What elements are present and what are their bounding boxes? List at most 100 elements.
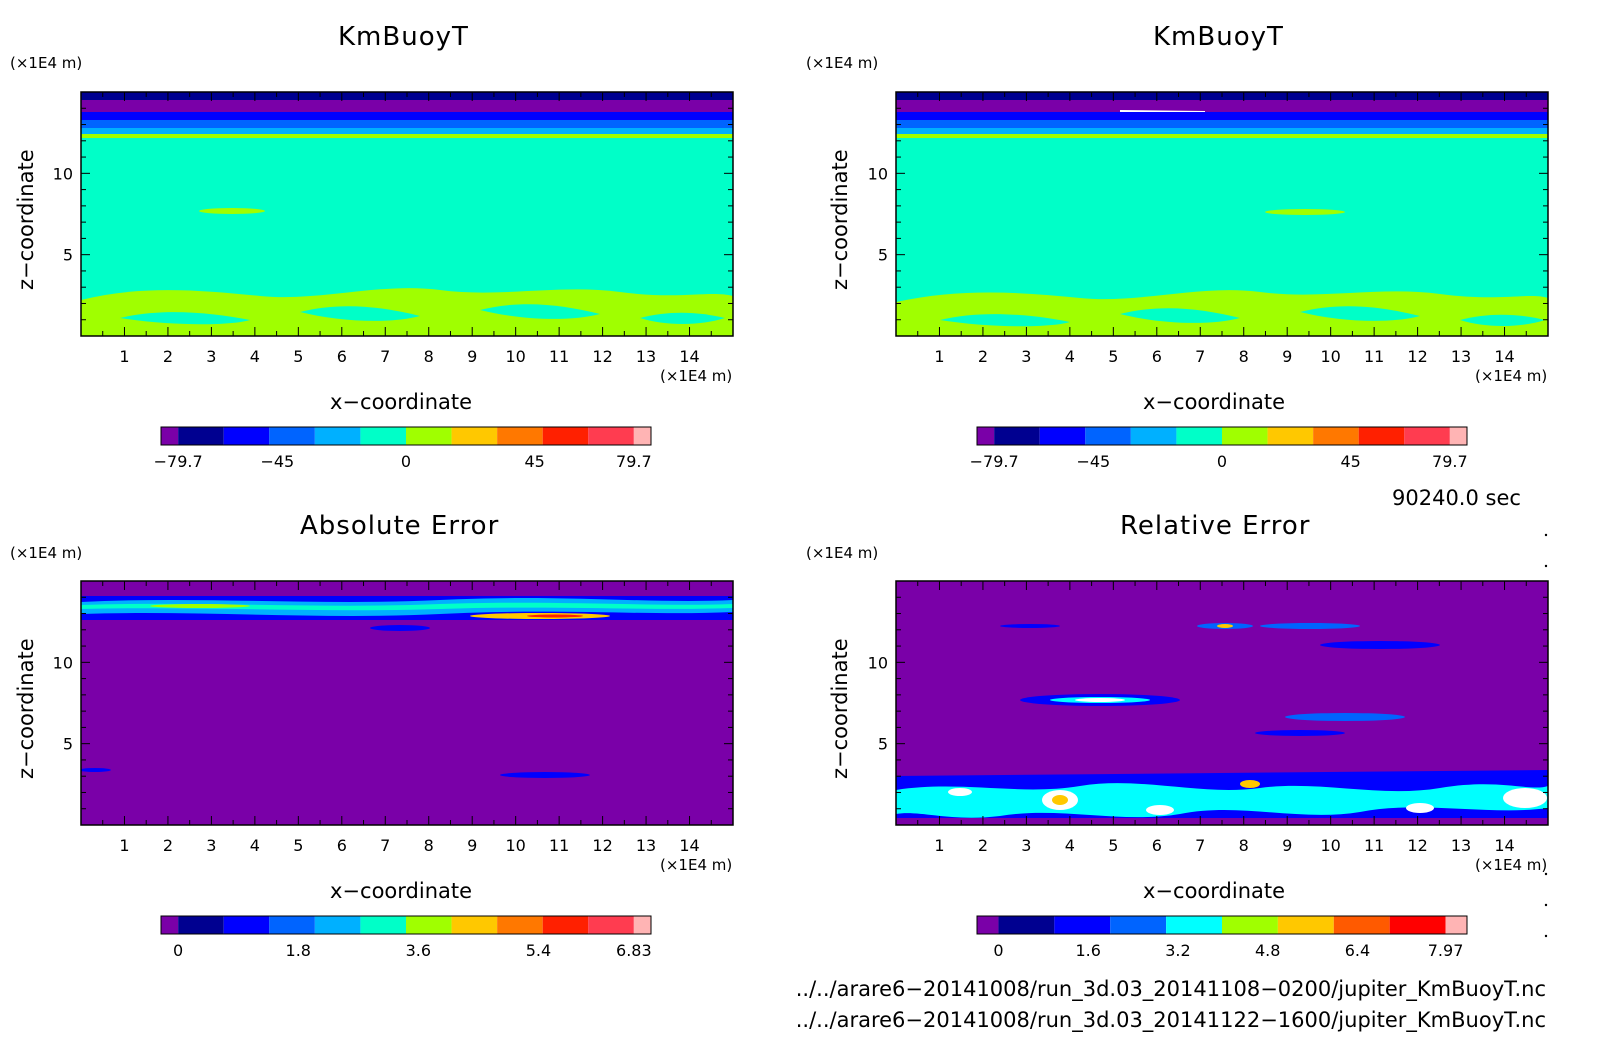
x-tick-label: 12	[1407, 347, 1427, 366]
colorbar: −79.7 −45 0 45 79.7	[154, 426, 652, 471]
colorbar-label: 45	[524, 452, 544, 471]
colorbar-swatch	[406, 916, 452, 934]
lower-turbulence	[81, 288, 733, 336]
colorbar-swatch	[497, 916, 543, 934]
colorbar-swatch	[1176, 427, 1222, 445]
top-band-purple	[81, 100, 733, 112]
mid-patch	[1265, 209, 1345, 215]
x-tick-label: 2	[978, 347, 988, 366]
white-streak	[1119, 110, 1206, 113]
colorbar-swatch	[1333, 916, 1390, 934]
colorbar-label: 79.7	[616, 452, 652, 471]
colorbar-swatch	[406, 427, 452, 445]
x-tick-label: 8	[424, 347, 434, 366]
colorbar-swatch	[497, 427, 543, 445]
x-tick-label: 5	[293, 347, 303, 366]
x-tick-label: 10	[1320, 347, 1340, 366]
lower-eddy	[480, 304, 600, 319]
colorbar-swatch	[542, 427, 589, 445]
colorbar-label: −79.7	[970, 452, 1019, 471]
x-tick-label: 4	[250, 836, 260, 855]
top-band-green	[896, 134, 1548, 138]
colorbar-swatch	[269, 427, 315, 445]
x-tick-label: 7	[380, 347, 390, 366]
colorbar-swatch	[269, 916, 315, 934]
x-tick-label: 4	[1065, 836, 1075, 855]
y-tick-label: 5	[63, 246, 73, 265]
x-tick-label: 8	[424, 836, 434, 855]
colorbar-swatch	[451, 916, 498, 934]
x-tick-label: 10	[1320, 836, 1340, 855]
lower-turbulence	[896, 290, 1548, 336]
x-unit-label: (×1E4 m)	[1475, 367, 1548, 385]
error-hotspot	[1146, 805, 1174, 815]
x-tick-label: 9	[1282, 836, 1292, 855]
x-axis-label: x−coordinate	[330, 879, 473, 903]
top-band-blue	[81, 112, 733, 120]
x-unit-label: (×1E4 m)	[660, 856, 733, 874]
y-tick-label: 5	[878, 246, 888, 265]
panel-relative-error	[896, 581, 1548, 825]
colorbar-swatch	[1039, 427, 1086, 445]
colorbar-swatch	[1130, 427, 1177, 445]
colorbar-swatch	[994, 427, 1040, 445]
colorbar-swatch	[360, 916, 406, 934]
x-tick-label: 8	[1239, 836, 1249, 855]
colorbar-swatch	[1389, 916, 1446, 934]
colorbar-swatch	[1166, 916, 1222, 934]
x-tick-label: 7	[1195, 347, 1205, 366]
colorbar-label: 0	[401, 452, 411, 471]
x-tick-label: 14	[679, 347, 699, 366]
colorbar-swatch	[588, 916, 634, 934]
colorbar-swatch	[314, 916, 361, 934]
x-axis-label: x−coordinate	[1143, 879, 1286, 903]
colorbar-label: 6.4	[1345, 941, 1370, 960]
lower-eddy	[1300, 306, 1420, 321]
x-unit-label: (×1E4 m)	[660, 367, 733, 385]
error-patch	[150, 604, 250, 608]
colorbar-frame	[160, 426, 652, 446]
x-tick-label: 10	[505, 836, 525, 855]
colorbar-label: 79.7	[1432, 452, 1468, 471]
x-tick-label: 12	[592, 347, 612, 366]
colorbar: 0 1.6 3.2 4.8 6.4 7.97	[976, 915, 1468, 960]
time-label: 90240.0 sec	[1392, 486, 1521, 510]
colorbar-label: 1.6	[1075, 941, 1100, 960]
y-axis-label: z−coordinate	[828, 638, 852, 779]
file-path-1: ../../arare6−20141008/run_3d.03_20141108…	[795, 977, 1546, 1001]
error-patch	[1075, 698, 1125, 702]
colorbar-swatch	[998, 916, 1055, 934]
x-tick-label: 1	[934, 836, 944, 855]
x-tick-label: 13	[636, 836, 656, 855]
colorbar-swatch	[360, 427, 406, 445]
error-hotspot	[1240, 780, 1260, 788]
colorbar-swatch	[314, 427, 361, 445]
error-patch	[1320, 641, 1440, 649]
top-band-cyan	[896, 128, 1548, 134]
lower-eddy	[1460, 314, 1545, 326]
y-tick-label: 5	[63, 735, 73, 754]
x-tick-label: 3	[206, 836, 216, 855]
top-band-purple	[896, 100, 1548, 112]
colorbar-swatch	[977, 916, 999, 934]
x-tick-label: 13	[1451, 347, 1471, 366]
x-tick-label: 14	[679, 836, 699, 855]
colorbar-swatch	[1358, 427, 1405, 445]
x-axis-label: x−coordinate	[330, 390, 473, 414]
x-tick-label: 11	[549, 836, 569, 855]
colorbar-label: 5.4	[526, 941, 551, 960]
top-band-cyan	[81, 128, 733, 134]
colorbar-label: 3.2	[1165, 941, 1190, 960]
colorbar-swatch	[977, 427, 995, 445]
x-tick-label: 6	[337, 347, 347, 366]
error-patch	[1217, 624, 1233, 628]
y-axis-label: z−coordinate	[14, 149, 38, 290]
colorbar-label: 0	[1217, 452, 1227, 471]
error-hotspot	[1406, 803, 1434, 813]
panel-absolute-error	[81, 581, 733, 825]
x-tick-label: 8	[1239, 347, 1249, 366]
panel-kmbuoyt-left	[81, 92, 733, 336]
y-unit-label: (×1E4 m)	[806, 54, 879, 72]
error-hotspot	[1503, 788, 1547, 808]
